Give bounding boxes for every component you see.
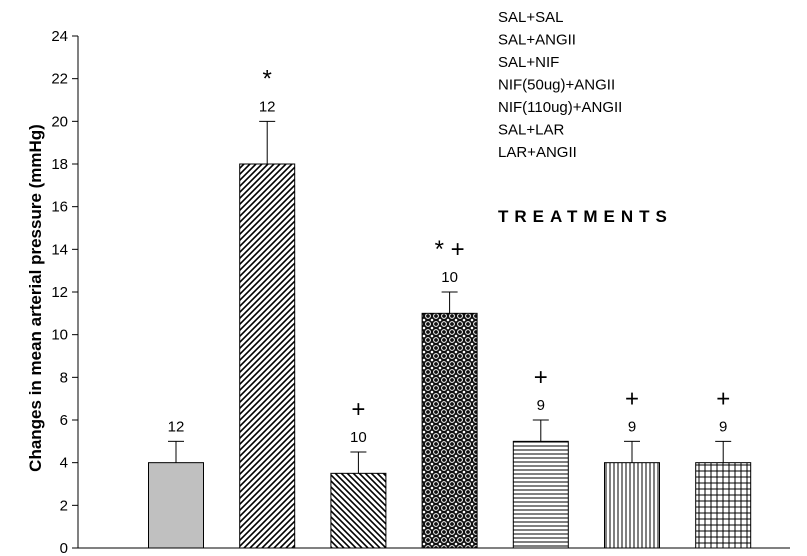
y-tick-label: 12 [51, 284, 68, 301]
legend-title: TREATMENTS [498, 207, 673, 226]
y-tick-label: 22 [51, 71, 68, 88]
legend-entry: SAL+LAR [498, 122, 564, 139]
sample-size-label: 12 [259, 98, 276, 115]
y-tick-label: 14 [51, 241, 68, 258]
sample-size-label: 10 [350, 429, 367, 446]
sample-size-label: 9 [628, 418, 636, 435]
y-tick-label: 16 [51, 199, 68, 216]
bars [148, 120, 752, 549]
bar [421, 312, 478, 549]
y-tick-label: 6 [60, 412, 68, 429]
y-tick-label: 24 [51, 28, 68, 45]
legend-entry: SAL+NIF [498, 54, 559, 71]
significance-marker: + [351, 396, 365, 423]
legend-entry: NIF(110ug)+ANGII [498, 99, 622, 116]
y-tick-label: 2 [60, 497, 68, 514]
bar-annotations: 12 12 * 10 +10 * + 9 +9 +9 + [168, 65, 731, 446]
bar [330, 472, 387, 549]
legend-entry: SAL+SAL [498, 9, 563, 26]
sample-size-label: 12 [168, 418, 185, 435]
bar [512, 440, 569, 549]
y-tick-label: 8 [60, 369, 68, 386]
sample-size-label: 10 [441, 269, 458, 286]
bar [148, 462, 204, 549]
significance-marker: + [716, 385, 730, 412]
significance-marker: + [534, 364, 548, 391]
y-tick-label: 4 [60, 455, 68, 472]
bar [239, 163, 296, 549]
sample-size-label: 9 [537, 397, 545, 414]
y-tick-label: 10 [51, 327, 68, 344]
bar [695, 462, 752, 549]
bar [604, 462, 660, 549]
sample-size-label: 9 [719, 418, 727, 435]
y-tick-label: 20 [51, 113, 68, 130]
y-tick-label: 0 [60, 540, 68, 556]
y-axis-label: Changes in mean arterial pressure (mmHg) [26, 124, 45, 472]
legend: SAL+SAL SAL+ANGII SAL+NIF NIF(50ug)+ANGII NI… [498, 9, 622, 161]
y-tick-label: 18 [51, 156, 68, 173]
legend-entry: SAL+ANGII [498, 32, 576, 49]
significance-marker: + [625, 385, 639, 412]
significance-marker: * + [435, 236, 465, 263]
legend-entry: LAR+ANGII [498, 144, 577, 161]
legend-entry: NIF(50ug)+ANGII [498, 77, 615, 94]
significance-marker: * [263, 65, 272, 92]
